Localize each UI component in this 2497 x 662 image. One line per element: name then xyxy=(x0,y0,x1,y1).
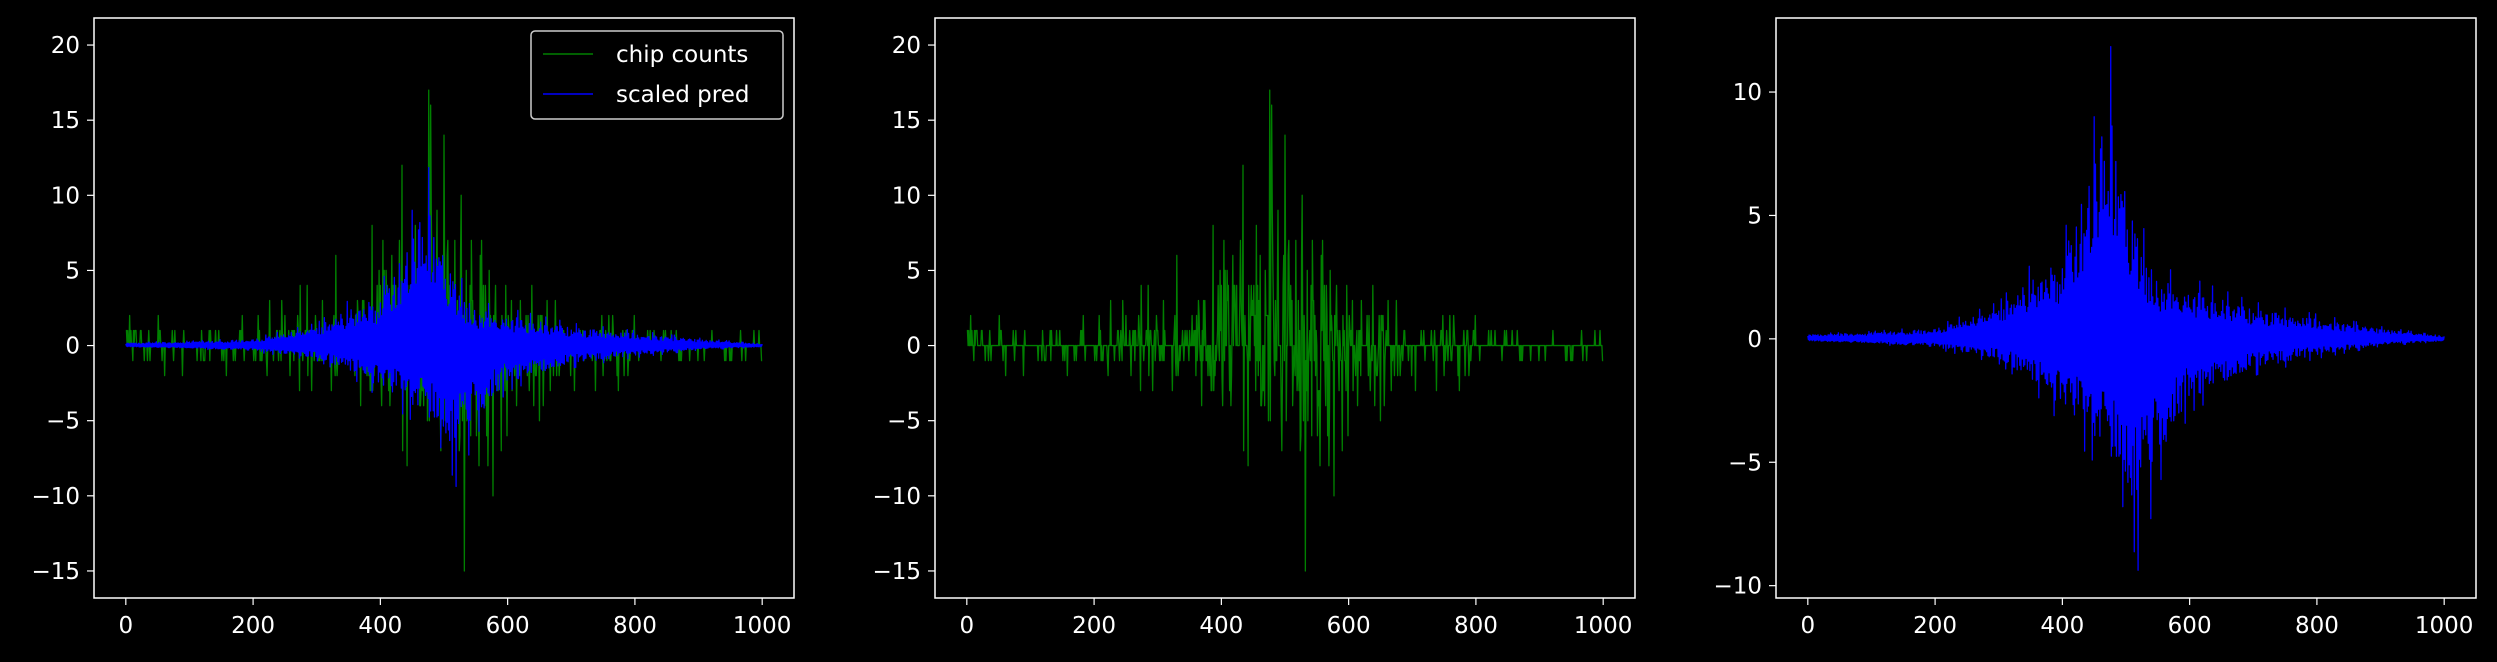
plot-area xyxy=(125,89,763,572)
axes: 0 200 400 600 800 1000 −15 −10 −5 0 5 10 15 20 xyxy=(872,17,1636,639)
plot-area xyxy=(1807,45,2445,571)
series-line-scaled-pred xyxy=(125,167,763,488)
plot-area xyxy=(966,89,1604,572)
y-tick-label: −15 xyxy=(872,559,921,585)
axes-frame xyxy=(1775,17,2477,599)
y-tick-label: 10 xyxy=(51,183,80,209)
x-tick-label: 800 xyxy=(2295,613,2339,639)
y-tick-label: 20 xyxy=(892,33,921,59)
x-tick-label: 200 xyxy=(1072,613,1116,639)
y-tick-label: 0 xyxy=(1747,327,1762,353)
y-tick-label: −10 xyxy=(31,484,80,510)
y-tick-label: 5 xyxy=(1747,203,1762,229)
legend: chip counts scaled pred xyxy=(530,30,784,120)
legend-frame xyxy=(530,30,784,120)
y-tick-label: −5 xyxy=(1728,450,1762,476)
axes-frame xyxy=(934,17,1636,599)
y-tick-label: −15 xyxy=(31,559,80,585)
y-tick-label: −10 xyxy=(872,484,921,510)
panel-chip-counts: 0 200 400 600 800 1000 −15 −10 −5 0 5 10 15 20 xyxy=(872,17,1636,639)
x-tick-label: 600 xyxy=(1327,613,1371,639)
legend-label-chip-counts: chip counts xyxy=(616,42,748,68)
y-tick-label: 20 xyxy=(51,33,80,59)
y-tick-label: 15 xyxy=(51,108,80,134)
x-tick-label: 400 xyxy=(358,613,402,639)
x-tick-label: 400 xyxy=(1199,613,1243,639)
axes: 0 200 400 600 800 1000 −10 −5 0 5 10 xyxy=(1713,17,2477,639)
series-line-series-1 xyxy=(966,89,1604,572)
y-tick-label: 10 xyxy=(892,183,921,209)
x-tick-label: 600 xyxy=(2168,613,2212,639)
y-tick-label: 0 xyxy=(906,334,921,360)
x-tick-label: 600 xyxy=(486,613,530,639)
panel-scaled-pred: 0 200 400 600 800 1000 −10 −5 0 5 10 xyxy=(1713,17,2477,639)
x-tick-label: 200 xyxy=(231,613,275,639)
panel-chip-and-pred: 0 200 400 600 800 1000 −15 −10 −5 0 5 10 15 20 chip c… xyxy=(31,17,795,639)
y-tick-label: −10 xyxy=(1713,574,1762,600)
x-tick-label: 1000 xyxy=(1574,613,1633,639)
y-tick-label: −5 xyxy=(46,409,80,435)
y-tick-label: 5 xyxy=(65,258,80,284)
y-tick-label: 0 xyxy=(65,334,80,360)
legend-label-scaled-pred: scaled pred xyxy=(616,82,749,108)
y-tick-label: 10 xyxy=(1733,80,1762,106)
y-tick-label: 15 xyxy=(892,108,921,134)
y-tick-label: −5 xyxy=(887,409,921,435)
x-tick-label: 1000 xyxy=(733,613,792,639)
x-tick-label: 0 xyxy=(1800,613,1815,639)
axes: 0 200 400 600 800 1000 −15 −10 −5 0 5 10 15 20 xyxy=(31,17,795,639)
x-tick-label: 1000 xyxy=(2415,613,2474,639)
x-tick-label: 400 xyxy=(2040,613,2084,639)
x-tick-label: 0 xyxy=(959,613,974,639)
x-tick-label: 800 xyxy=(613,613,657,639)
x-tick-label: 200 xyxy=(1913,613,1957,639)
x-tick-label: 0 xyxy=(118,613,133,639)
y-tick-label: 5 xyxy=(906,258,921,284)
series-line-series-1 xyxy=(1807,45,2445,571)
axes-frame xyxy=(93,17,795,599)
x-tick-label: 800 xyxy=(1454,613,1498,639)
